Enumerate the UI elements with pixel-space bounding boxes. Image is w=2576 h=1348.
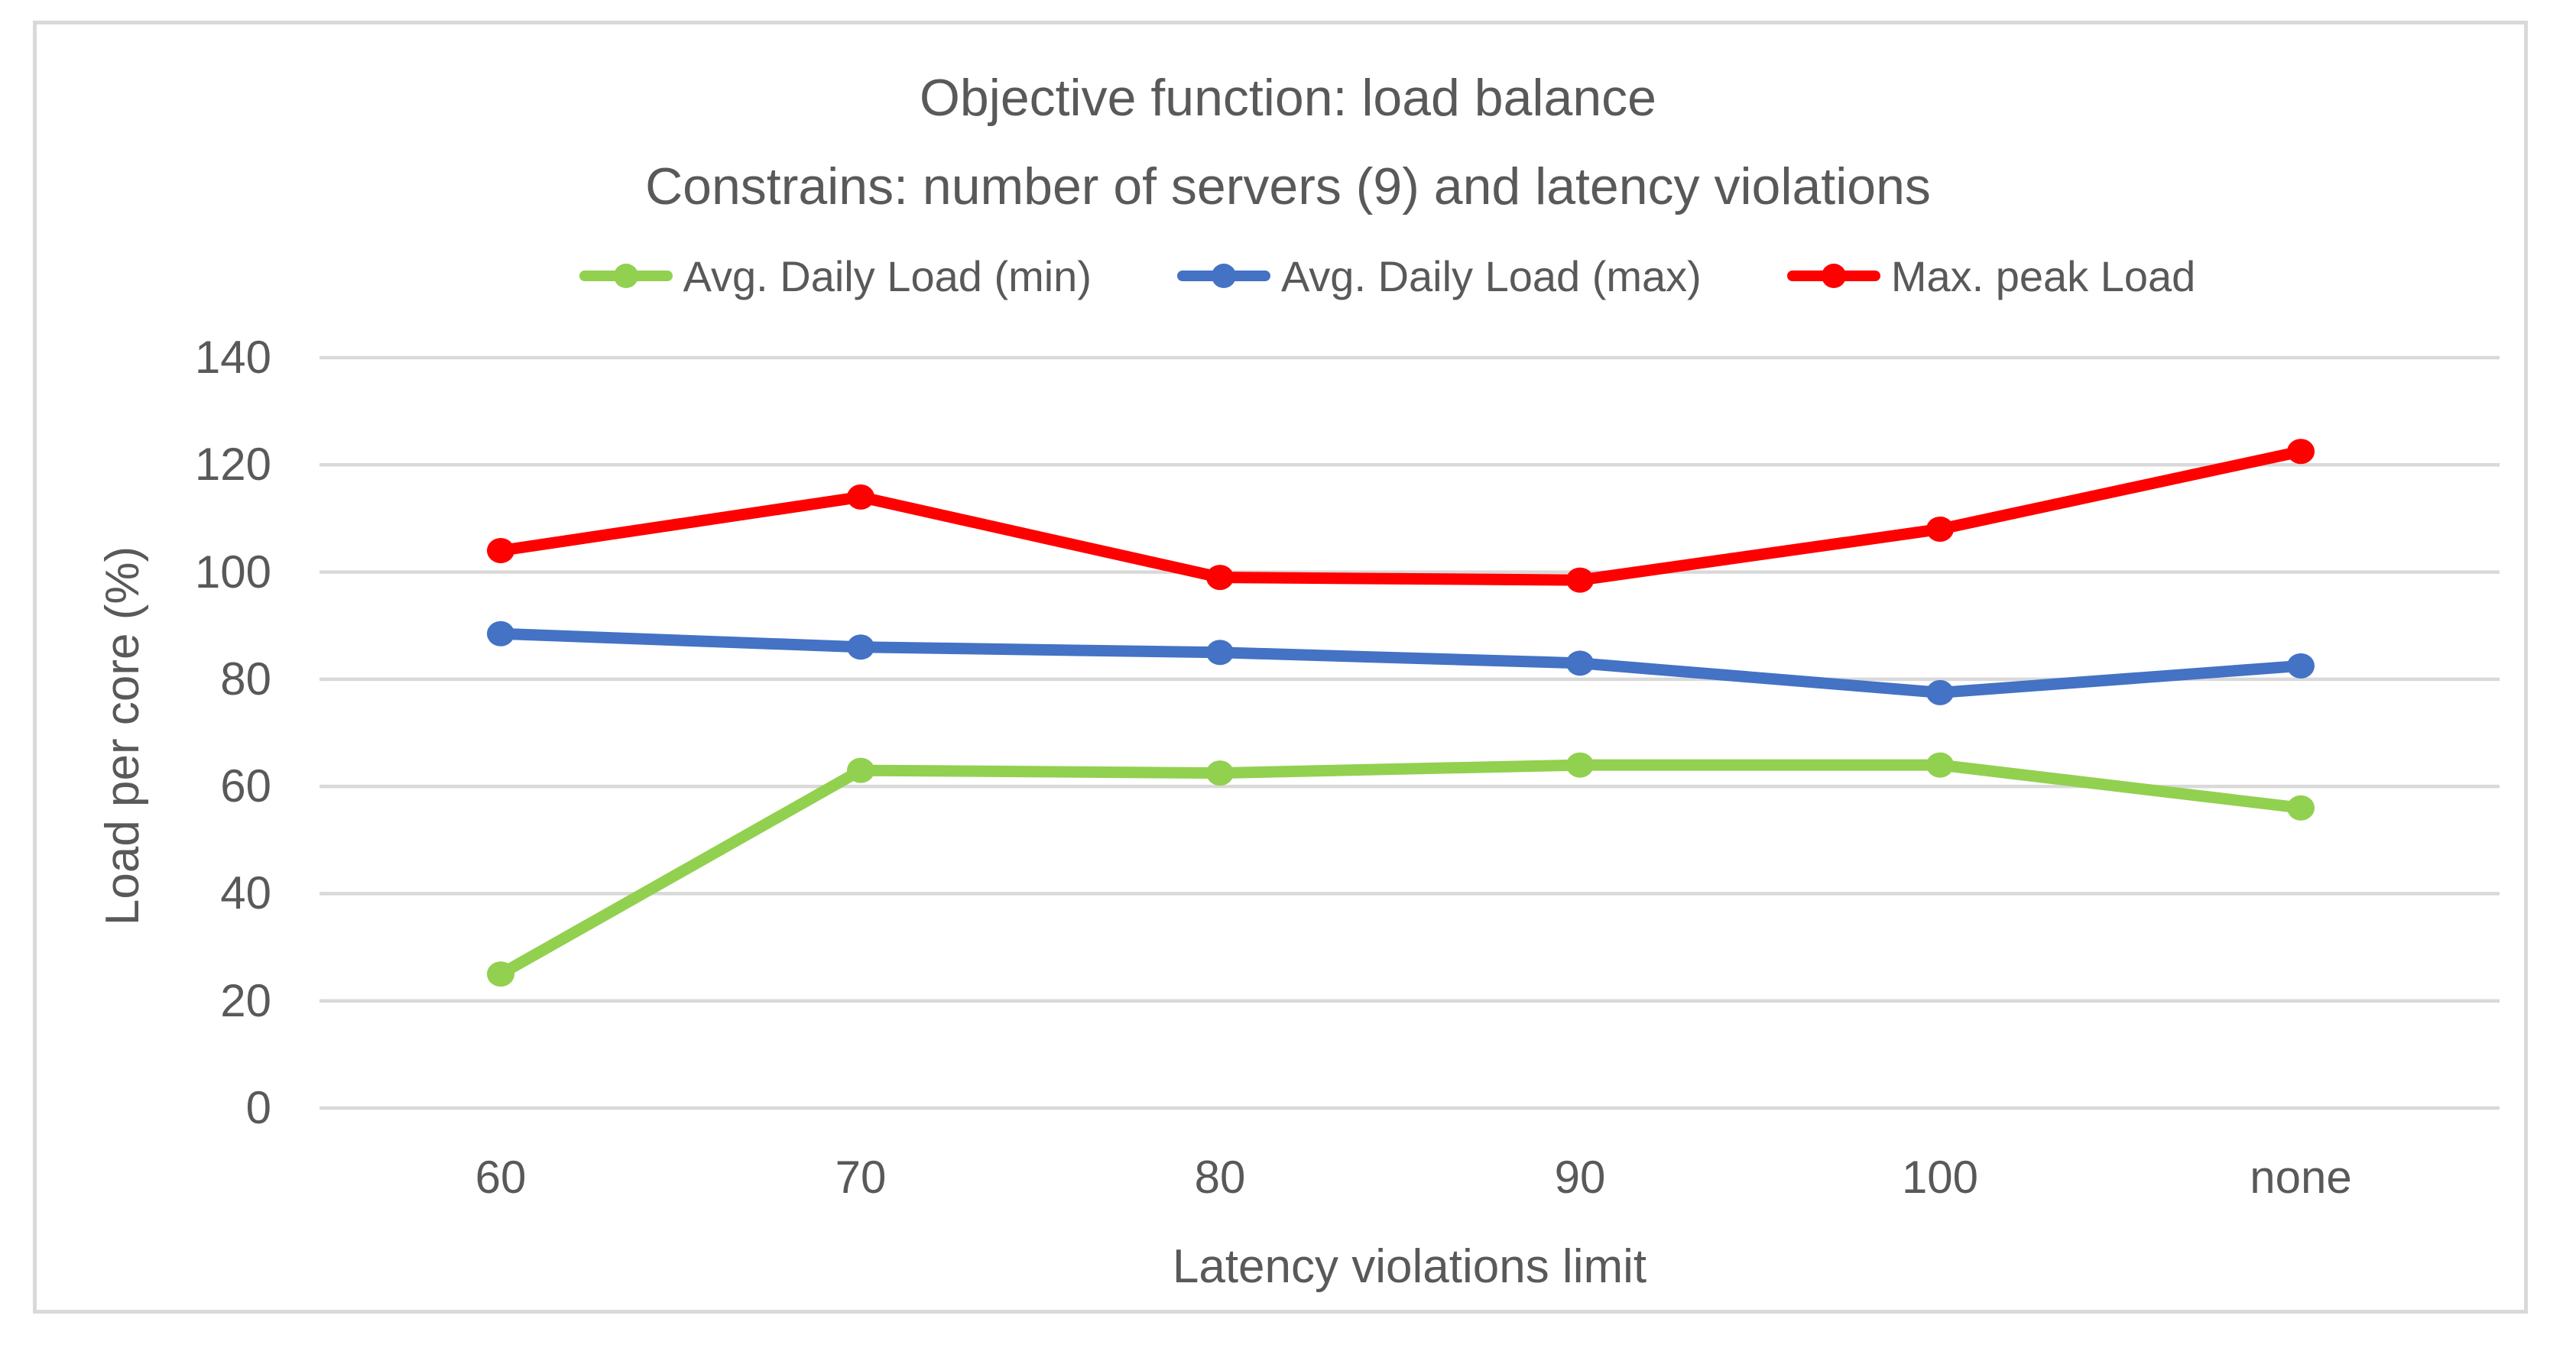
y-tick-label-60: 60 — [220, 760, 271, 812]
series-line-1 — [495, 627, 2307, 698]
chart-border-frame — [33, 21, 2528, 1314]
x-tick-label-none: none — [2250, 1152, 2352, 1203]
data-point-marker — [1206, 640, 1234, 666]
y-tick-label-20: 20 — [220, 974, 271, 1026]
legend-line-marker-icon — [1176, 262, 1270, 290]
x-tick-label-70: 70 — [835, 1152, 887, 1203]
data-point-marker — [2287, 795, 2315, 821]
x-tick-label-90: 90 — [1554, 1152, 1606, 1203]
data-point-marker — [487, 538, 514, 564]
data-point-marker — [2287, 653, 2315, 679]
data-point-marker — [487, 961, 514, 987]
data-point-marker — [1926, 679, 1954, 705]
data-point-marker — [1566, 650, 1594, 676]
y-tick-label-100: 100 — [194, 546, 271, 598]
y-tick-label-120: 120 — [194, 439, 271, 491]
x-tick-label-80: 80 — [1194, 1152, 1246, 1203]
series-line-2 — [495, 446, 2307, 586]
legend-label: Max. peak Load — [1890, 251, 2196, 300]
legend-marker-dot — [1821, 264, 1846, 288]
chart-title: Objective function: load balance Constra… — [0, 53, 2576, 231]
legend-marker-dot — [613, 264, 638, 288]
legend-line-marker-icon — [579, 262, 673, 290]
legend-marker-dot — [1211, 264, 1236, 288]
y-tick-label-80: 80 — [220, 653, 271, 705]
legend-label: Avg. Daily Load (max) — [1280, 251, 1702, 300]
data-point-marker — [847, 757, 874, 783]
chart-title-line-2: Constrains: number of servers (9) and la… — [645, 157, 1931, 215]
legend-item-1: Avg. Daily Load (max) — [1176, 251, 1702, 301]
legend-label: Avg. Daily Load (min) — [683, 251, 1092, 300]
data-point-marker — [1566, 567, 1594, 593]
data-point-marker — [847, 484, 874, 510]
x-axis-title: Latency violations limit — [1172, 1239, 1647, 1293]
y-tick-label-40: 40 — [220, 867, 271, 919]
legend-item-0: Avg. Daily Load (min) — [579, 251, 1092, 301]
data-point-marker — [847, 634, 874, 660]
y-axis-title: Load per core (%) — [96, 546, 149, 926]
chart-title-line-1: Objective function: load balance — [920, 69, 1656, 127]
y-tick-label-0: 0 — [245, 1082, 271, 1133]
data-point-marker — [487, 621, 514, 646]
data-point-marker — [1206, 565, 1234, 591]
x-tick-label-100: 100 — [1901, 1152, 1979, 1203]
data-point-marker — [1566, 752, 1594, 778]
series-line-0 — [495, 759, 2307, 980]
legend-line-marker-icon — [1786, 262, 1880, 290]
data-point-marker — [1926, 516, 1954, 542]
data-point-marker — [2287, 439, 2315, 465]
data-point-marker — [1926, 752, 1954, 778]
data-point-marker — [1206, 760, 1234, 786]
legend-item-2: Max. peak Load — [1786, 251, 2196, 301]
chart-legend: Avg. Daily Load (min) Avg. Daily Load (ma… — [199, 252, 2576, 300]
y-tick-label-140: 140 — [194, 332, 271, 383]
x-tick-label-60: 60 — [475, 1152, 527, 1203]
